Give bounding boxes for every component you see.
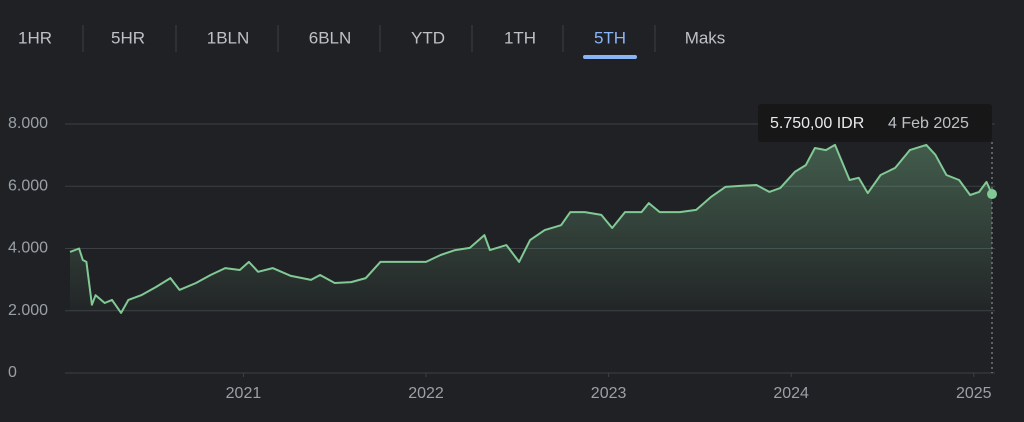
range-tab[interactable]: 6BLN	[309, 28, 352, 47]
last-point	[987, 189, 997, 200]
y-tick-label: 0	[8, 364, 17, 381]
range-tab[interactable]: 1TH	[504, 28, 536, 47]
x-tick-label: 2025	[956, 385, 992, 402]
tab-underline	[583, 55, 637, 59]
price-line	[69, 143, 993, 314]
range-tab[interactable]: 5TH	[594, 28, 626, 47]
x-tick-label: 2021	[226, 385, 262, 402]
x-tick-label: 2023	[591, 385, 627, 402]
y-tick-label: 2.000	[8, 302, 48, 319]
range-tab[interactable]: Maks	[685, 28, 726, 47]
range-tab[interactable]: 1BLN	[207, 28, 250, 47]
range-tab[interactable]: 1HR	[18, 28, 52, 47]
tooltip	[758, 104, 992, 142]
area	[70, 144, 992, 313]
tooltip-value: 5.750,00 IDR	[770, 115, 864, 132]
range-tab[interactable]: 5HR	[111, 28, 145, 47]
y-tick-label: 4.000	[8, 240, 48, 257]
y-tick-label: 6.000	[8, 177, 48, 194]
y-tick-label: 8.000	[8, 115, 48, 132]
range-tab[interactable]: YTD	[411, 28, 445, 47]
x-tick-label: 2022	[408, 385, 444, 402]
tooltip-date: 4 Feb 2025	[888, 115, 969, 132]
x-tick-label: 2024	[773, 385, 809, 402]
